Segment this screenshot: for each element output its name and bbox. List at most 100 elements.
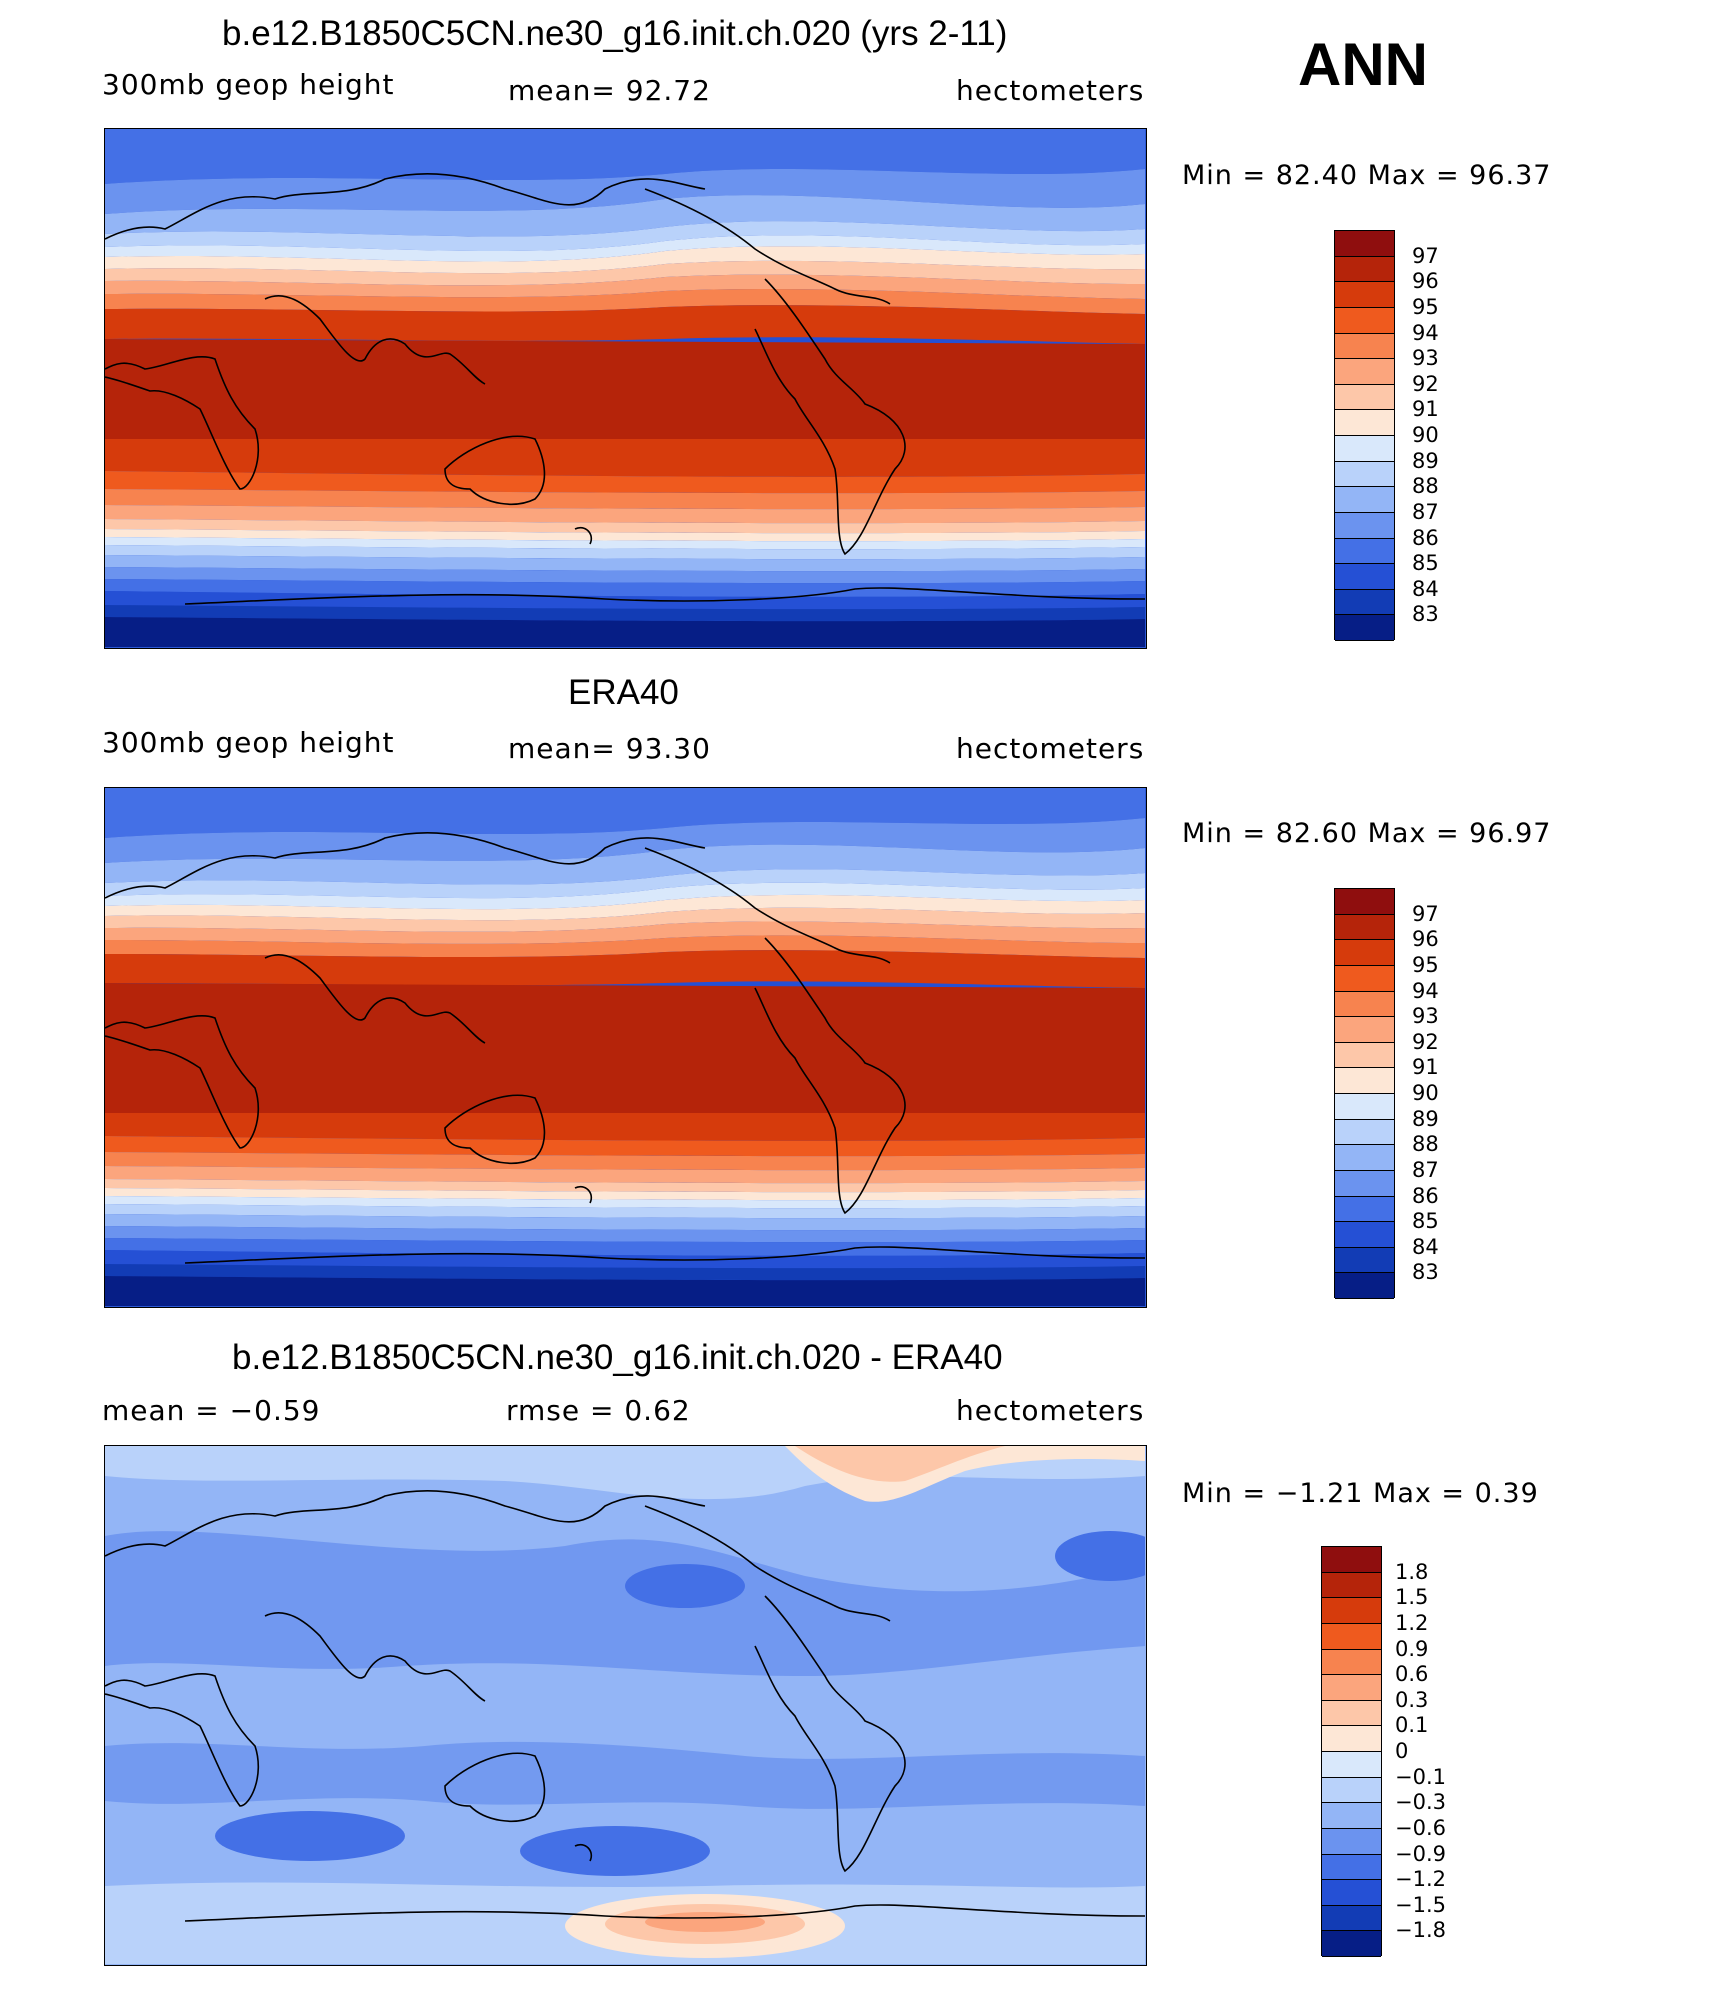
panel-3-colorbar-label: 0.6 — [1395, 1662, 1429, 1687]
panel-2-colorbar-swatch — [1335, 1042, 1394, 1069]
panel-1-right-label: hectometers — [956, 74, 1145, 107]
panel-1-colorbar-swatch — [1335, 410, 1394, 436]
panel-3-colorbar-swatch — [1322, 1828, 1381, 1855]
panel-2-colorbar-label: 97 — [1412, 901, 1439, 926]
panel-2-colorbar-swatch — [1335, 1017, 1394, 1043]
panel-1-colorbar-label: 83 — [1412, 602, 1439, 627]
panel-3-colorbar-label: 1.2 — [1395, 1610, 1429, 1635]
panel-2-title: ERA40 — [568, 673, 679, 712]
panel-1-colorbar-swatch — [1335, 615, 1394, 641]
panel-1-coastlines — [105, 173, 1145, 605]
panel-1-colorbar-swatch — [1335, 307, 1394, 334]
panel-2-colorbar-label: 94 — [1412, 978, 1439, 1003]
panel-1-colorbar-label: 84 — [1412, 576, 1439, 601]
panel-1-colorbar-swatch — [1335, 231, 1394, 257]
panel-1-colorbar-label: 95 — [1412, 294, 1439, 319]
panel-1-colorbar-label: 85 — [1412, 551, 1439, 576]
panel-3-colorbar-label: −1.2 — [1395, 1867, 1446, 1892]
panel-1-minmax: Min = 82.40 Max = 96.37 — [1182, 160, 1552, 191]
panel-1-colorbar-swatch — [1335, 359, 1394, 385]
panel-1-colorbar-swatch — [1335, 384, 1394, 411]
panel-2-colorbar-label: 89 — [1412, 1106, 1439, 1131]
panel-1-colorbar-swatch — [1335, 436, 1394, 462]
panel-2-colorbar-label: 84 — [1412, 1234, 1439, 1259]
panel-2-colorbar-swatch — [1335, 991, 1394, 1018]
panel-2-colorbar-swatch — [1335, 1196, 1394, 1223]
panel-3-map — [104, 1445, 1147, 1966]
panel-2-colorbar-swatch — [1335, 1170, 1394, 1197]
panel-1-colorbar-swatch — [1335, 512, 1394, 539]
panel-3-minmax: Min = −1.21 Max = 0.39 — [1182, 1478, 1539, 1509]
panel-1-colorbar-label: 88 — [1412, 474, 1439, 499]
panel-2-colorbar-swatch — [1335, 965, 1394, 992]
panel-2-coastlines — [105, 832, 1145, 1264]
panel-3-colorbar-label: −0.1 — [1395, 1764, 1446, 1789]
panel-2-minmax: Min = 82.60 Max = 96.97 — [1182, 818, 1552, 849]
panel-2-center-label: mean= 93.30 — [508, 732, 711, 765]
panel-1-title: b.e12.B1850C5CN.ne30_g16.init.ch.020 (yr… — [222, 14, 1008, 53]
panel-2-colorbar-swatch — [1335, 940, 1394, 966]
panel-3-contour-field — [105, 1446, 1145, 1964]
panel-3-colorbar-label: 0.3 — [1395, 1687, 1429, 1712]
panel-1-colorbar-swatch — [1335, 589, 1394, 616]
panel-3-colorbar-label: 1.8 — [1395, 1559, 1429, 1584]
panel-1-colorbar-swatch — [1335, 461, 1394, 488]
panel-3-colorbar-swatch — [1322, 1572, 1381, 1599]
panel-3-colorbar-swatch — [1322, 1752, 1381, 1778]
panel-1-colorbar-label: 96 — [1412, 269, 1439, 294]
panel-3-colorbar-swatch — [1322, 1726, 1381, 1752]
panel-2-map — [104, 787, 1147, 1308]
panel-3-colorbar-swatch — [1322, 1777, 1381, 1804]
panel-2-colorbar-swatch — [1335, 889, 1394, 915]
panel-1-contour-field — [105, 129, 1145, 647]
panel-2-contour-field — [105, 788, 1145, 1306]
panel-1-colorbar-swatch — [1335, 564, 1394, 590]
panel-1-colorbar-label: 92 — [1412, 371, 1439, 396]
panel-3-colorbar-label: 0.1 — [1395, 1713, 1429, 1738]
panel-2-colorbar-swatch — [1335, 1145, 1394, 1171]
panel-3-colorbar-swatch — [1322, 1803, 1381, 1829]
panel-3-title: b.e12.B1850C5CN.ne30_g16.init.ch.020 - E… — [232, 1338, 1003, 1377]
panel-1-colorbar-label: 91 — [1412, 397, 1439, 422]
panel-3-colorbar-swatch — [1322, 1649, 1381, 1676]
panel-3-colorbar-label: −0.6 — [1395, 1815, 1446, 1840]
panel-2-colorbar-label: 86 — [1412, 1183, 1439, 1208]
panel-3-colorbar-box — [1321, 1546, 1382, 1957]
panel-3-coastlines — [105, 1490, 1145, 1922]
panel-2-colorbar-swatch — [1335, 1119, 1394, 1146]
panel-3-colorbar-label: −1.5 — [1395, 1892, 1446, 1917]
panel-3-colorbar-swatch — [1322, 1700, 1381, 1727]
panel-3-colorbar-label: 0.9 — [1395, 1636, 1429, 1661]
season-label: ANN — [1298, 31, 1428, 98]
panel-1-colorbar: 97 96 95 94 93 92 91 90 89 88 87 86 85 84 83 — [1334, 230, 1494, 641]
panel-3-colorbar-label: −0.3 — [1395, 1790, 1446, 1815]
panel-1-map — [104, 128, 1147, 649]
panel-1-colorbar-label: 89 — [1412, 448, 1439, 473]
panel-3-colorbar-label: 1.5 — [1395, 1585, 1429, 1610]
panel-1-colorbar-swatch — [1335, 333, 1394, 360]
panel-3-colorbar-swatch — [1322, 1854, 1381, 1881]
panel-2-colorbar-label: 83 — [1412, 1260, 1439, 1285]
panel-3-colorbar-label: −1.8 — [1395, 1918, 1446, 1943]
panel-3-colorbar-swatch — [1322, 1931, 1381, 1957]
panel-1-colorbar-label: 94 — [1412, 320, 1439, 345]
panel-1-center-label: mean= 92.72 — [508, 74, 711, 107]
panel-3-colorbar-label: 0 — [1395, 1739, 1409, 1763]
panel-2-colorbar-swatch — [1335, 1222, 1394, 1248]
panel-2-colorbar-swatch — [1335, 1273, 1394, 1299]
panel-3-right-label: hectometers — [956, 1394, 1145, 1427]
panel-3-colorbar-swatch — [1322, 1547, 1381, 1573]
panel-2-colorbar-label: 96 — [1412, 927, 1439, 952]
panel-1-colorbar-swatch — [1335, 256, 1394, 283]
panel-2-colorbar-label: 87 — [1412, 1157, 1439, 1182]
panel-3-left-label: mean = −0.59 — [102, 1394, 321, 1427]
panel-2-colorbar-label: 85 — [1412, 1209, 1439, 1234]
panel-2-colorbar-box — [1334, 888, 1395, 1299]
panel-2-colorbar-swatch — [1335, 914, 1394, 941]
panel-3-colorbar-swatch — [1322, 1675, 1381, 1701]
panel-1-left-label: 300mb geop height — [102, 68, 395, 101]
panel-1-colorbar-label: 93 — [1412, 346, 1439, 371]
panel-1-colorbar-label: 97 — [1412, 243, 1439, 268]
panel-1-colorbar-label: 87 — [1412, 499, 1439, 524]
panel-2-colorbar-swatch — [1335, 1068, 1394, 1094]
